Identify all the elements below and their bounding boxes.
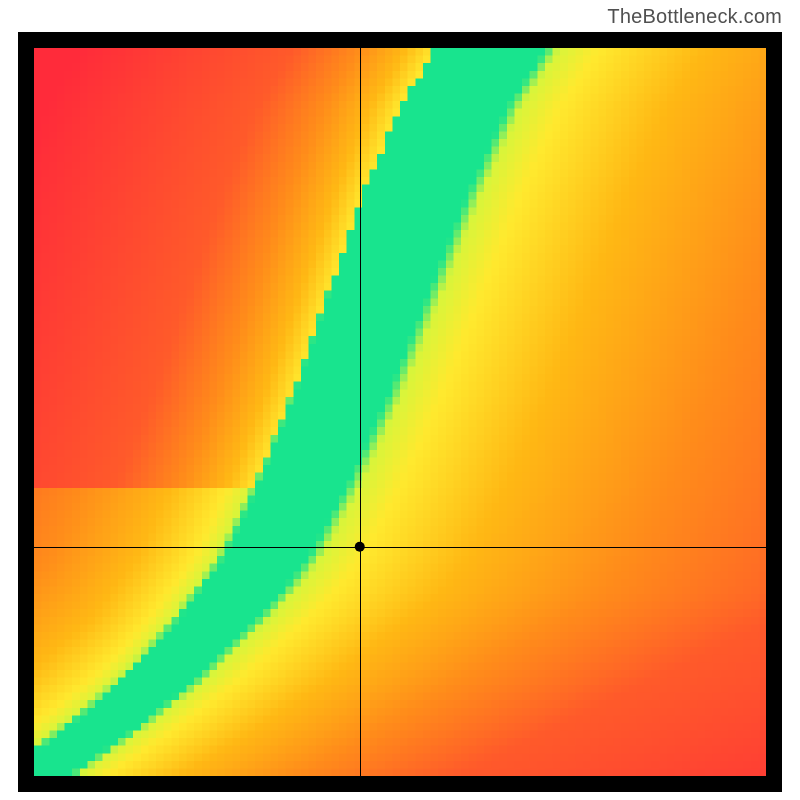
watermark-text: TheBottleneck.com <box>607 6 782 29</box>
crosshair-overlay <box>34 48 766 776</box>
